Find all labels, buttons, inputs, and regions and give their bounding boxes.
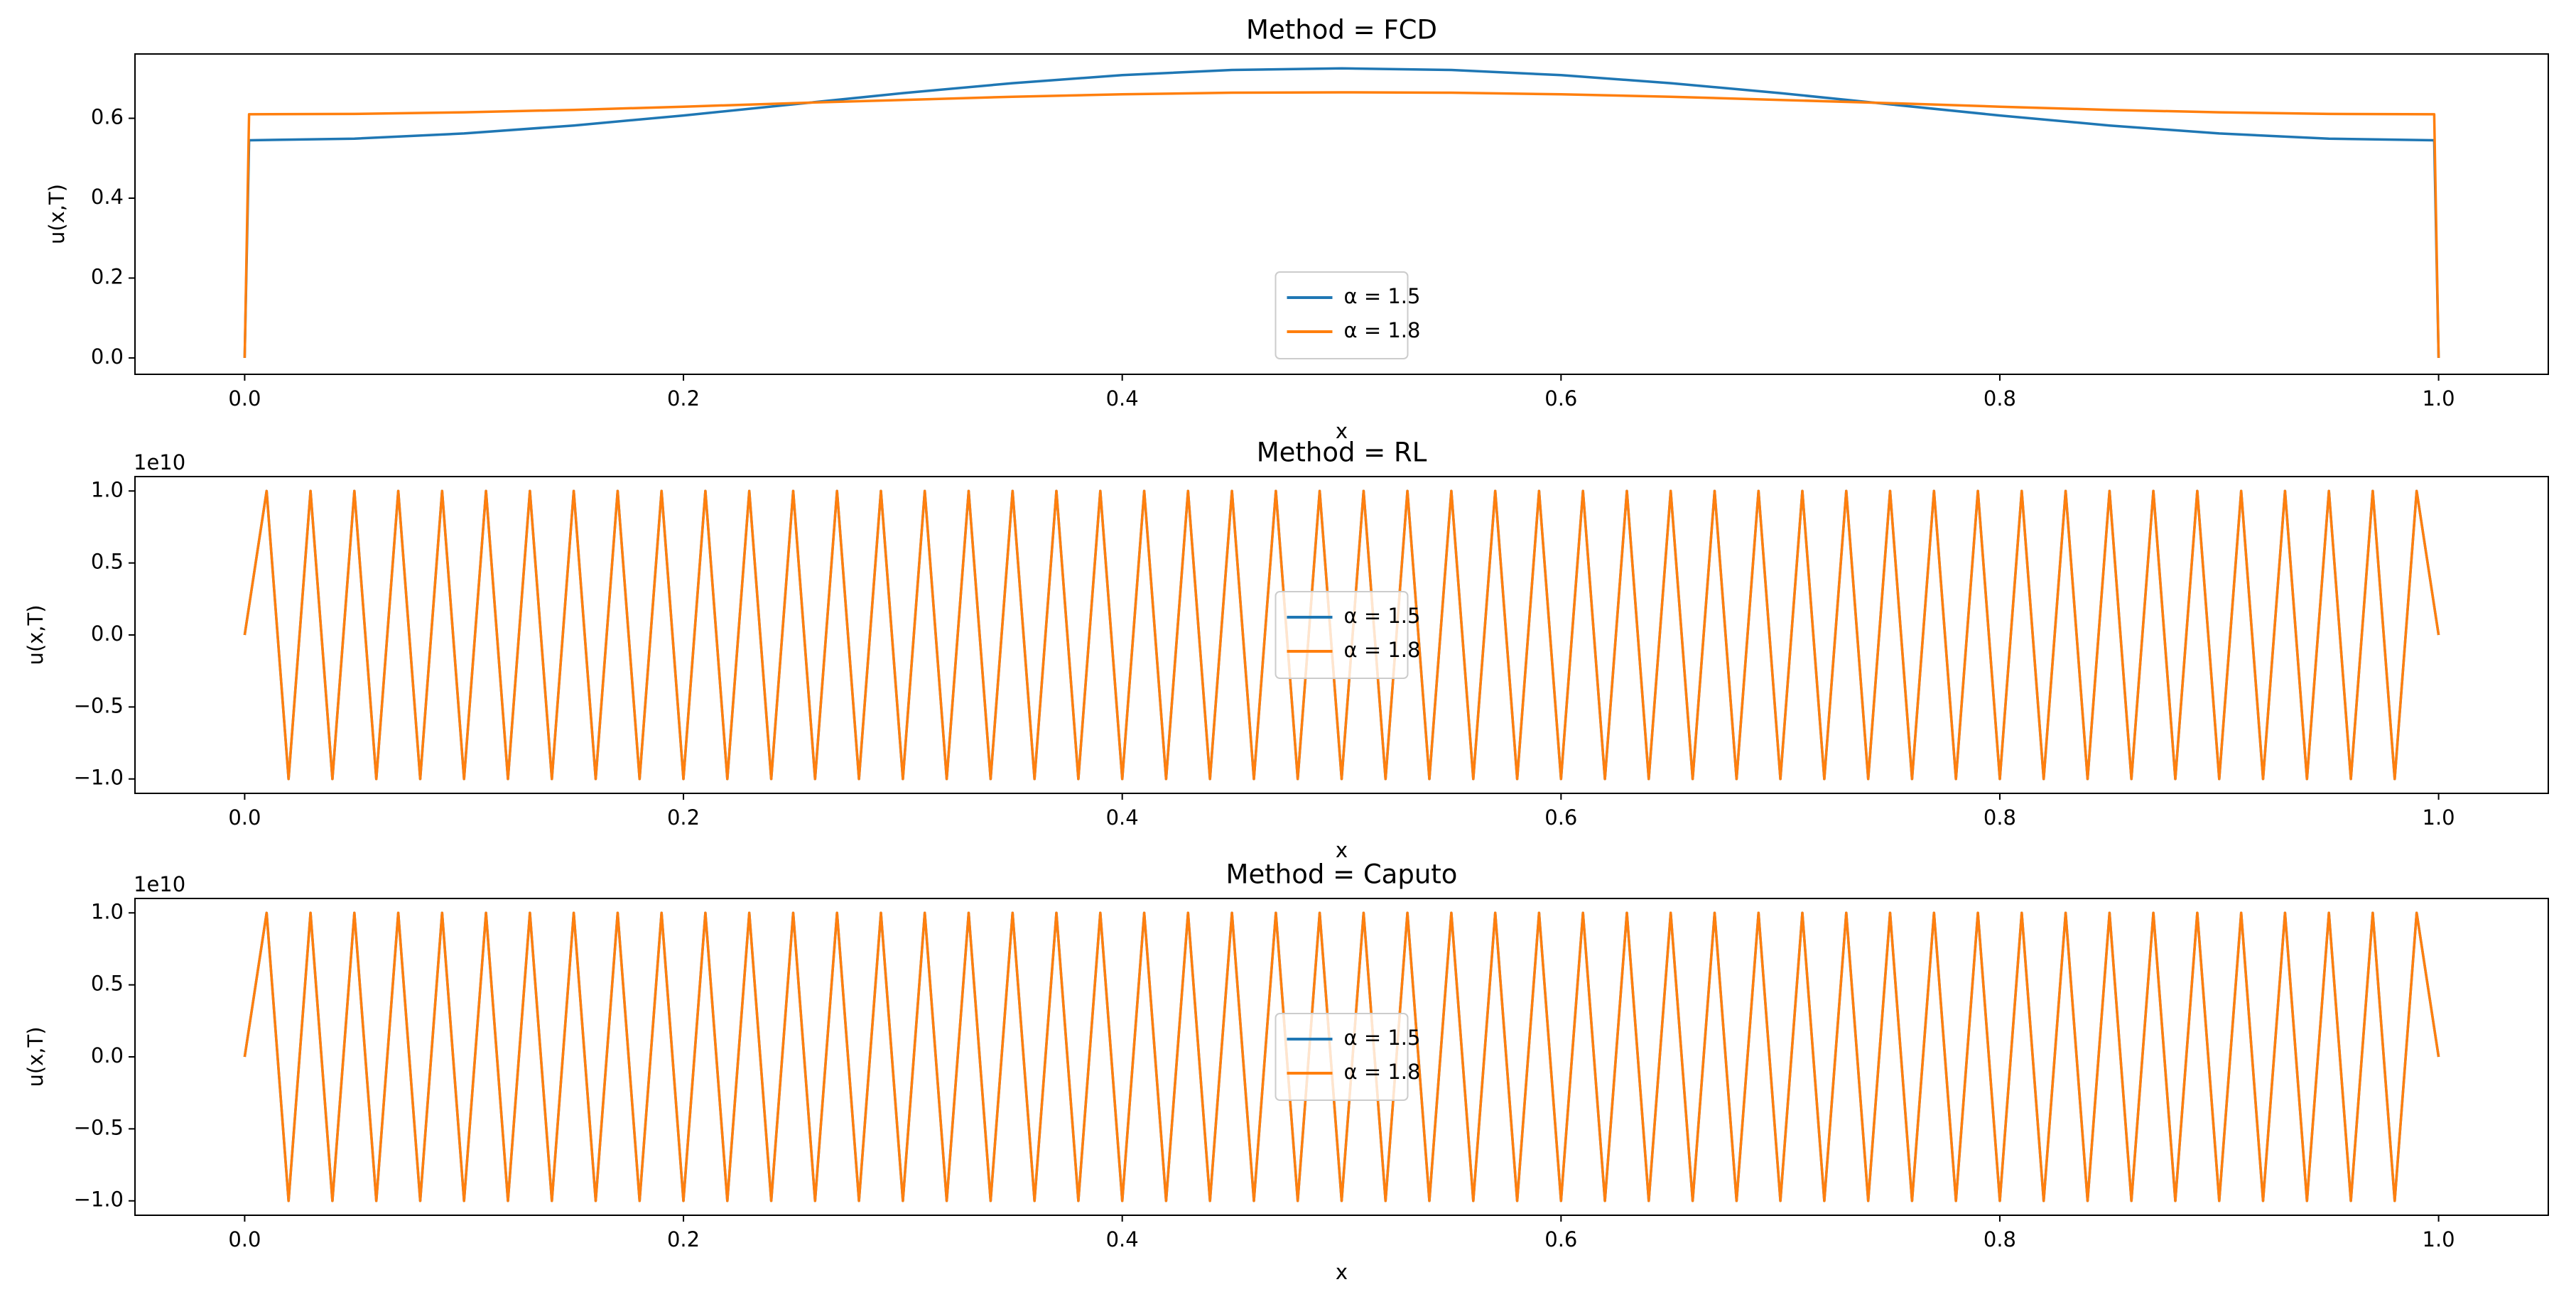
y-tick-label: 0.2 bbox=[91, 264, 124, 288]
axes-frame bbox=[134, 53, 2549, 375]
y-axis-label: u(x,T) bbox=[45, 184, 69, 244]
x-tick-label: 0.6 bbox=[1544, 386, 1577, 411]
legend-label: α = 1.5 bbox=[1344, 284, 1421, 308]
chart-title: Method = FCD bbox=[1246, 15, 1437, 45]
chart-title: Method = Caputo bbox=[1226, 859, 1458, 890]
y-tick-label: 0.0 bbox=[91, 344, 124, 369]
x-tick-label: 1.0 bbox=[2423, 386, 2455, 411]
x-tick-label: 0.2 bbox=[667, 386, 700, 411]
legend-label: α = 1.8 bbox=[1344, 638, 1421, 662]
legend-label: α = 1.5 bbox=[1344, 1026, 1421, 1050]
y-tick-label: 1.0 bbox=[91, 899, 124, 923]
x-tick-label: 0.0 bbox=[228, 386, 261, 411]
y-tick-label: −1.0 bbox=[74, 1188, 124, 1212]
x-tick-label: 1.0 bbox=[2423, 1227, 2455, 1251]
y-tick-label: −0.5 bbox=[74, 1115, 124, 1139]
y-tick-label: 0.5 bbox=[91, 972, 124, 996]
x-axis-label: x bbox=[1336, 1260, 1348, 1284]
y-axis-label: u(x,T) bbox=[23, 604, 48, 665]
x-tick-label: 0.2 bbox=[667, 805, 700, 830]
offset-label: 1e10 bbox=[134, 450, 185, 474]
y-tick-label: −0.5 bbox=[74, 693, 124, 717]
legend-label: α = 1.8 bbox=[1344, 318, 1421, 342]
x-tick-label: 0.8 bbox=[1984, 805, 2016, 830]
offset-label: 1e10 bbox=[134, 872, 185, 896]
x-tick-label: 0.0 bbox=[228, 1227, 261, 1251]
y-tick-label: 0.0 bbox=[91, 621, 124, 646]
x-tick-label: 0.6 bbox=[1544, 805, 1577, 830]
x-tick-label: 0.4 bbox=[1106, 1227, 1139, 1251]
legend-label: α = 1.5 bbox=[1344, 604, 1421, 628]
x-tick-label: 0.2 bbox=[667, 1227, 700, 1251]
x-tick-label: 0.8 bbox=[1984, 1227, 2016, 1251]
legend-box bbox=[1275, 1013, 1409, 1101]
legend-label: α = 1.8 bbox=[1344, 1060, 1421, 1084]
x-tick-label: 1.0 bbox=[2423, 805, 2455, 830]
y-tick-label: −1.0 bbox=[74, 766, 124, 790]
y-tick-label: 0.0 bbox=[91, 1043, 124, 1068]
x-axis-label: x bbox=[1336, 838, 1348, 862]
x-tick-label: 0.8 bbox=[1984, 386, 2016, 411]
y-tick-label: 0.4 bbox=[91, 185, 124, 209]
series-line bbox=[243, 91, 2440, 358]
y-tick-label: 0.6 bbox=[91, 105, 124, 129]
x-tick-label: 0.4 bbox=[1106, 805, 1139, 830]
x-tick-label: 0.4 bbox=[1106, 386, 1139, 411]
y-axis-label: u(x,T) bbox=[23, 1026, 48, 1087]
series-line bbox=[243, 67, 2440, 358]
y-tick-label: 1.0 bbox=[91, 477, 124, 501]
y-tick-label: 0.5 bbox=[91, 550, 124, 574]
legend-box bbox=[1275, 271, 1409, 359]
x-tick-label: 0.0 bbox=[228, 805, 261, 830]
series-line bbox=[243, 911, 2440, 1202]
legend-box bbox=[1275, 591, 1409, 679]
x-tick-label: 0.6 bbox=[1544, 1227, 1577, 1251]
chart-title: Method = RL bbox=[1257, 438, 1427, 468]
x-axis-label: x bbox=[1336, 419, 1348, 443]
series-line bbox=[243, 489, 2440, 781]
